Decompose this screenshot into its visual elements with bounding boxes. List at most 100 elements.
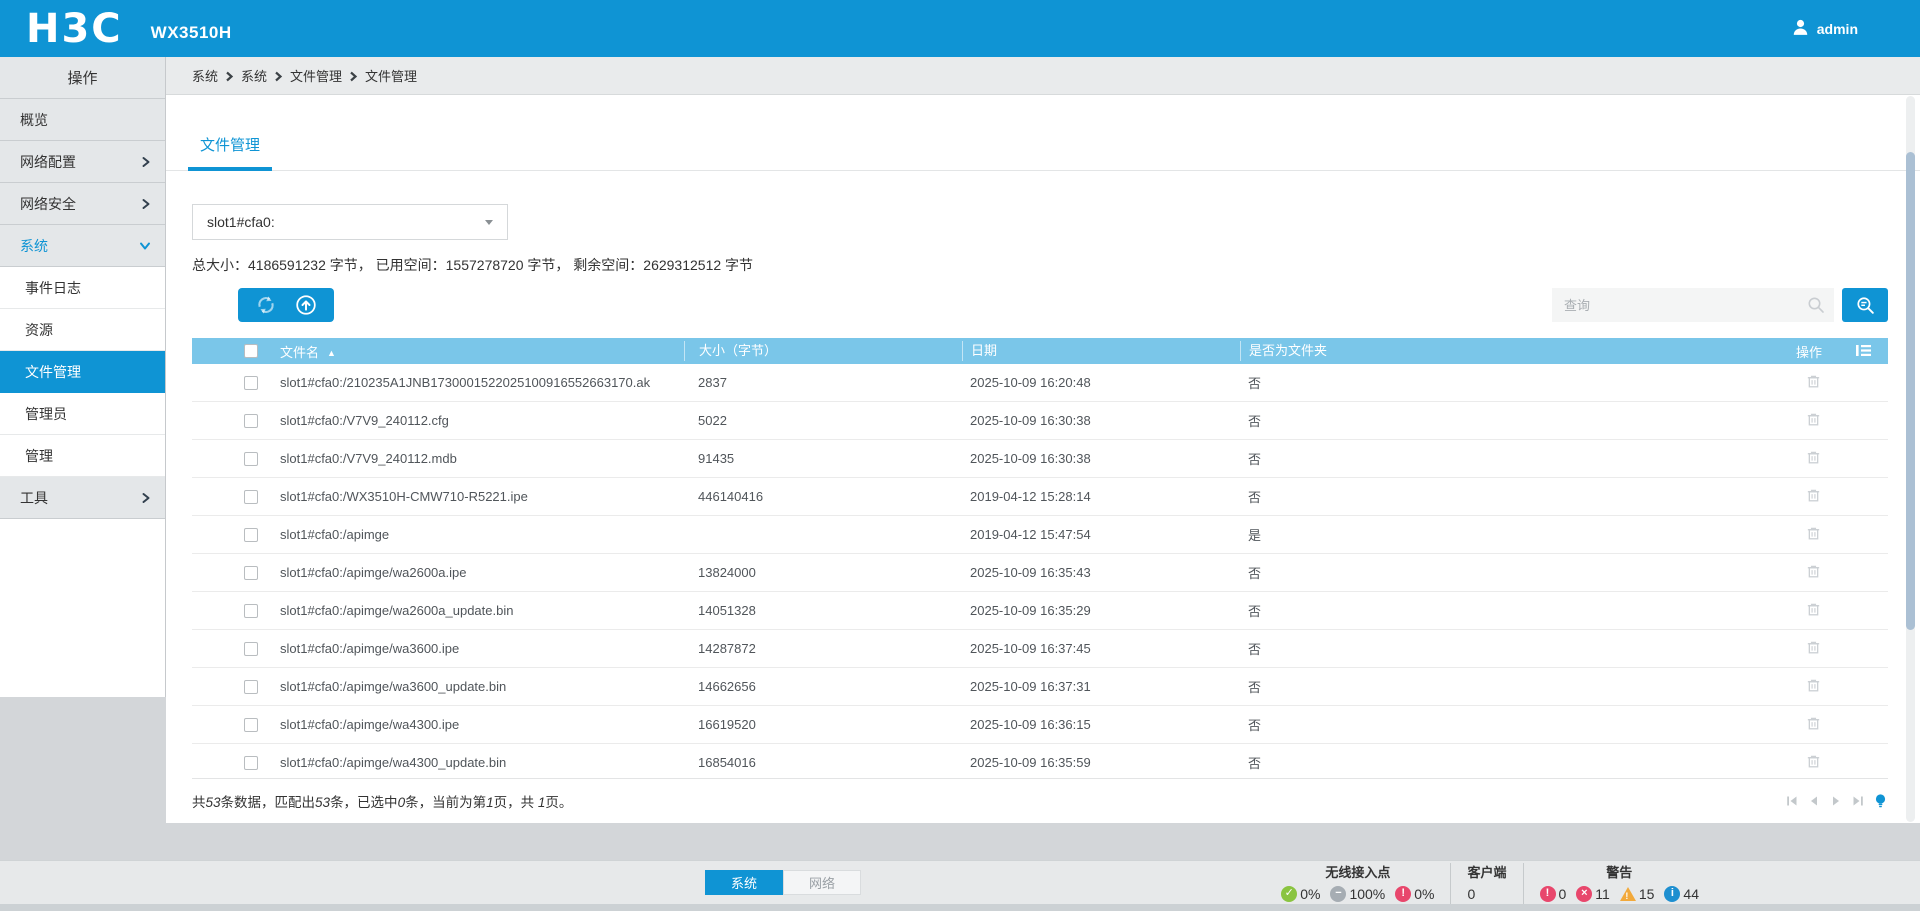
status-value: 15 <box>1638 885 1655 902</box>
row-checkbox[interactable] <box>244 755 258 770</box>
row-checkbox[interactable] <box>244 489 258 504</box>
prev-page-button[interactable] <box>1807 794 1821 808</box>
file-name[interactable]: slot1#cfa0:/apimge <box>280 527 390 542</box>
file-name[interactable]: slot1#cfa0:/apimge/wa4300_update.bin <box>280 755 507 770</box>
sidebar-item-label: 事件日志 <box>25 279 81 296</box>
tip-bulb-icon[interactable] <box>1873 793 1888 809</box>
refresh-button[interactable] <box>255 294 277 316</box>
cross-status-icon: × <box>1576 885 1593 902</box>
status-stat[interactable]: ! 0 <box>1539 885 1567 902</box>
select-all-checkbox[interactable] <box>244 344 258 358</box>
tab-file-management[interactable]: 文件管理 <box>187 134 273 171</box>
file-date: 2025-10-09 16:36:15 <box>970 717 1091 732</box>
context-button[interactable]: 系统 <box>705 870 783 895</box>
record-count-label: 条数据，匹配出 <box>220 795 316 810</box>
delete-icon[interactable] <box>1805 639 1822 656</box>
row-checkbox[interactable] <box>244 641 258 656</box>
file-name[interactable]: slot1#cfa0:/V7V9_240112.cfg <box>280 413 449 428</box>
row-checkbox[interactable] <box>244 717 258 732</box>
sidebar-item-4[interactable]: 事件日志 <box>0 267 165 309</box>
status-group: 无线接入点 ✓ 0% −100%! 0% <box>1265 863 1450 905</box>
column-header-folder[interactable]: 是否为文件夹 <box>1240 341 1690 361</box>
file-name[interactable]: slot1#cfa0:/apimge/wa2600a.ipe <box>280 565 467 580</box>
status-stat[interactable]: ! 15 <box>1619 885 1655 902</box>
content-card: 文件管理 slot1#cfa0: 总大小：4186591232 字节， 已用空间… <box>166 95 1920 823</box>
row-checkbox[interactable] <box>244 565 258 580</box>
status-group-label: 客户端 <box>1467 865 1507 880</box>
delete-icon[interactable] <box>1805 753 1822 770</box>
file-name[interactable]: slot1#cfa0:/V7V9_240112.mdb <box>280 451 457 466</box>
status-stat[interactable]: i 44 <box>1664 885 1699 902</box>
file-name[interactable]: slot1#cfa0:/apimge/wa3600.ipe <box>280 641 460 656</box>
search-input[interactable] <box>1552 288 1834 322</box>
file-name[interactable]: slot1#cfa0:/WX3510H-CMW710-R5221.ipe <box>280 489 528 504</box>
status-stat[interactable]: 0 <box>1467 886 1475 902</box>
sidebar-item-1[interactable]: 网络配置 <box>0 141 165 183</box>
delete-icon[interactable] <box>1805 563 1822 580</box>
status-stat[interactable]: × 11 <box>1576 885 1610 902</box>
delete-icon[interactable] <box>1805 715 1822 732</box>
delete-icon[interactable] <box>1805 411 1822 428</box>
file-size: 14662656 <box>698 679 756 694</box>
sidebar-item-3[interactable]: 系统 <box>0 225 165 267</box>
file-name[interactable]: slot1#cfa0:/apimge/wa2600a_update.bin <box>280 603 514 618</box>
next-page-button[interactable] <box>1829 794 1843 808</box>
delete-icon[interactable] <box>1805 677 1822 694</box>
sidebar-item-7[interactable]: 管理员 <box>0 393 165 435</box>
first-page-button[interactable] <box>1785 794 1799 808</box>
row-checkbox[interactable] <box>244 527 258 542</box>
row-checkbox[interactable] <box>244 375 258 390</box>
status-value: 0 <box>1467 885 1476 902</box>
delete-icon[interactable] <box>1805 373 1822 390</box>
table-body: slot1#cfa0:/210235A1JNB17300015220251009… <box>192 364 1888 778</box>
column-settings-icon[interactable] <box>1855 343 1872 361</box>
table-row: slot1#cfa0:/apimge 2019-04-12 15:47:54 是 <box>192 516 1888 554</box>
upload-button[interactable] <box>295 294 317 316</box>
sidebar-item-2[interactable]: 网络安全 <box>0 183 165 225</box>
device-model: WX3510H <box>150 22 232 42</box>
delete-icon[interactable] <box>1805 449 1822 466</box>
status-group: 客户端 0 <box>1450 863 1522 905</box>
delete-icon[interactable] <box>1805 525 1822 542</box>
record-count-number: 1 <box>486 795 494 810</box>
status-stat[interactable]: ! 0% <box>1395 885 1434 902</box>
file-name[interactable]: slot1#cfa0:/apimge/wa3600_update.bin <box>280 679 507 694</box>
sidebar-item-5[interactable]: 资源 <box>0 309 165 351</box>
row-checkbox[interactable] <box>244 451 258 466</box>
table-row: slot1#cfa0:/apimge/wa4300_update.bin 1685… <box>192 744 1888 778</box>
vertical-scrollbar-thumb[interactable] <box>1906 152 1915 630</box>
status-value: 100% <box>1349 885 1386 902</box>
chevron-right-icon <box>141 156 151 168</box>
row-checkbox[interactable] <box>244 679 258 694</box>
is-folder: 否 <box>1248 376 1262 391</box>
breadcrumb-separator-icon <box>274 71 283 82</box>
file-name[interactable]: slot1#cfa0:/210235A1JNB17300015220251009… <box>280 375 651 390</box>
row-checkbox[interactable] <box>244 413 258 428</box>
sidebar-item-9[interactable]: 工具 <box>0 477 165 519</box>
delete-icon[interactable] <box>1805 601 1822 618</box>
sidebar-items: 概览 网络配置 网络安全 系统事件日志资源 文件管理 管理员 管理 工具 <box>0 99 165 519</box>
status-stat[interactable]: −100% <box>1330 885 1386 902</box>
column-header-size[interactable]: 大小（字节） <box>684 341 962 361</box>
sidebar-item-6[interactable]: 文件管理 <box>0 351 165 393</box>
breadcrumb: 系统 系统 文件管理 文件管理 <box>166 57 1920 95</box>
user-icon <box>1791 18 1810 40</box>
table-row: slot1#cfa0:/WX3510H-CMW710-R5221.ipe 4461… <box>192 478 1888 516</box>
delete-icon[interactable] <box>1805 487 1822 504</box>
sidebar-item-0[interactable]: 概览 <box>0 99 165 141</box>
file-table: 文件名 ▲ 大小（字节） 日期 是否为文件夹 操作 slot1#cfa0:/210… <box>192 338 1888 823</box>
sidebar-item-8[interactable]: 管理 <box>0 435 165 477</box>
last-page-button[interactable] <box>1851 794 1865 808</box>
file-name[interactable]: slot1#cfa0:/apimge/wa4300.ipe <box>280 717 460 732</box>
user-menu[interactable]: admin <box>1791 18 1894 40</box>
file-size: 446140416 <box>698 489 764 504</box>
status-stat[interactable]: ✓ 0% <box>1281 885 1320 902</box>
context-button[interactable]: 网络 <box>783 870 861 895</box>
column-header-date[interactable]: 日期 <box>962 341 1240 361</box>
status-value: 0 <box>1558 885 1567 902</box>
row-checkbox[interactable] <box>244 603 258 618</box>
column-header-name[interactable]: 文件名 ▲ <box>280 344 336 360</box>
advanced-search-button[interactable] <box>1842 288 1888 322</box>
volume-select[interactable]: slot1#cfa0: <box>192 204 508 240</box>
chevron-right-icon <box>141 198 151 210</box>
